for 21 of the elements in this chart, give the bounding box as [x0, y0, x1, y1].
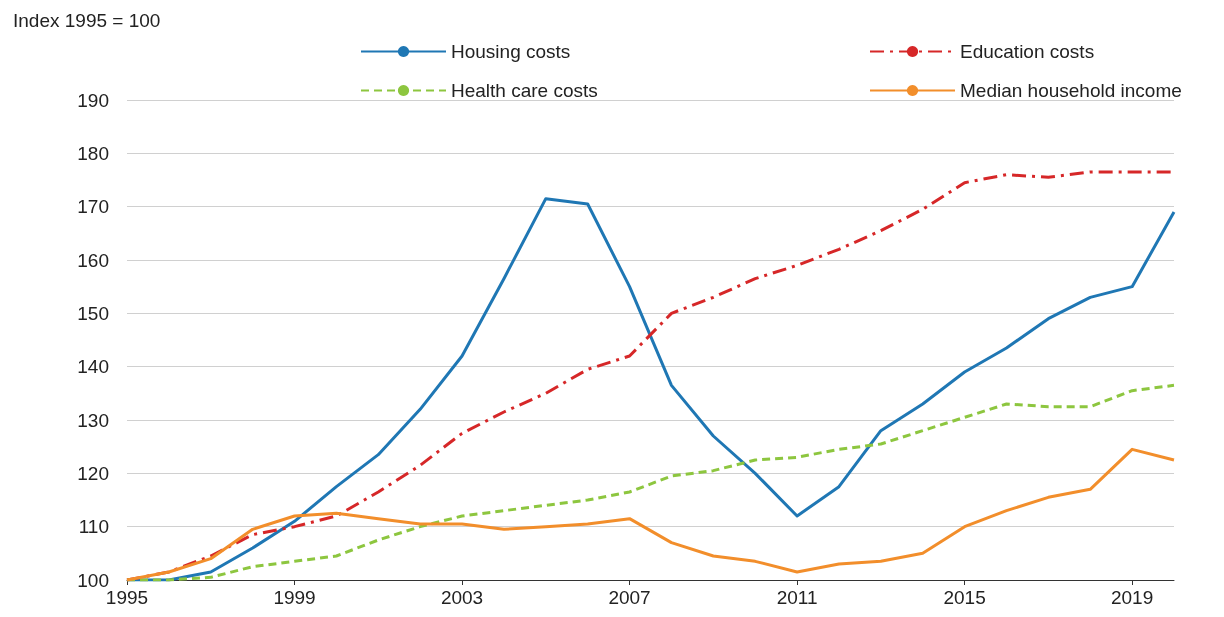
y-tick-label: 130 — [77, 409, 109, 431]
x-tick-label: 2003 — [440, 587, 484, 608]
legend-label: Median household income — [960, 80, 1182, 101]
y-tick-label: 110 — [78, 516, 109, 538]
y-tick-label: 120 — [77, 462, 109, 484]
legend-label: Housing costs — [451, 41, 571, 62]
x-tick-label: 2015 — [943, 587, 986, 608]
x-tick-label: 1999 — [273, 587, 316, 608]
legend-label: Health care costs — [451, 80, 598, 101]
y-tick-label: 140 — [77, 356, 109, 378]
y-tick-label: 180 — [77, 142, 109, 164]
y-tick-label: 160 — [77, 249, 109, 271]
legend-label: Education costs — [960, 41, 1095, 62]
y-tick-label: 150 — [77, 302, 109, 324]
x-tick-label: 2007 — [608, 587, 651, 608]
line-series — [125, 447, 1176, 582]
y-axis-title: Index 1995 = 100 — [13, 10, 161, 31]
y-tick-label: 170 — [77, 196, 109, 218]
y-tick-label: 190 — [77, 89, 109, 111]
x-tick-label: 2011 — [776, 587, 818, 608]
x-tick-label: 2019 — [1110, 587, 1154, 608]
